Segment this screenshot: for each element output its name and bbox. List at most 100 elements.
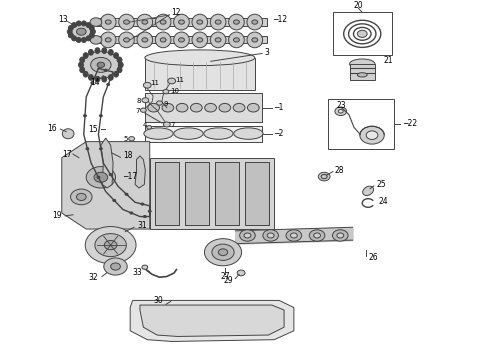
Circle shape bbox=[263, 230, 278, 241]
Ellipse shape bbox=[137, 32, 153, 48]
Ellipse shape bbox=[81, 21, 86, 26]
Circle shape bbox=[141, 203, 144, 205]
Circle shape bbox=[162, 103, 174, 112]
Circle shape bbox=[99, 115, 102, 117]
Ellipse shape bbox=[192, 32, 208, 48]
Circle shape bbox=[109, 174, 112, 176]
Circle shape bbox=[99, 148, 102, 150]
Text: ─17: ─17 bbox=[123, 172, 137, 181]
Ellipse shape bbox=[144, 128, 173, 139]
Circle shape bbox=[90, 36, 102, 44]
Circle shape bbox=[91, 82, 94, 84]
Ellipse shape bbox=[247, 14, 263, 30]
Bar bbox=[145, 126, 262, 141]
Circle shape bbox=[97, 176, 100, 178]
Bar bbox=[245, 162, 270, 225]
Ellipse shape bbox=[69, 26, 74, 31]
Ellipse shape bbox=[357, 73, 367, 77]
Text: 33: 33 bbox=[133, 268, 143, 277]
Ellipse shape bbox=[173, 14, 189, 30]
Ellipse shape bbox=[102, 76, 107, 82]
Ellipse shape bbox=[234, 128, 263, 139]
Bar bbox=[185, 162, 209, 225]
Circle shape bbox=[147, 126, 152, 129]
Text: 32: 32 bbox=[89, 273, 98, 282]
Ellipse shape bbox=[114, 53, 119, 58]
Text: 20: 20 bbox=[354, 1, 363, 10]
Text: 8: 8 bbox=[137, 98, 142, 104]
Text: 7: 7 bbox=[135, 108, 140, 114]
Polygon shape bbox=[140, 305, 284, 337]
Bar bbox=[150, 158, 274, 229]
Text: 13: 13 bbox=[58, 15, 68, 24]
Circle shape bbox=[163, 122, 170, 127]
Ellipse shape bbox=[137, 14, 153, 30]
Circle shape bbox=[144, 82, 151, 88]
Text: 5: 5 bbox=[123, 136, 128, 143]
Ellipse shape bbox=[83, 71, 88, 77]
Bar bbox=[349, 64, 375, 80]
Circle shape bbox=[148, 210, 151, 212]
Ellipse shape bbox=[155, 32, 171, 48]
Ellipse shape bbox=[210, 14, 226, 30]
Text: ─2: ─2 bbox=[274, 129, 284, 138]
Circle shape bbox=[95, 234, 126, 257]
Ellipse shape bbox=[72, 23, 76, 28]
Ellipse shape bbox=[100, 32, 116, 48]
Text: 19: 19 bbox=[52, 211, 62, 220]
Ellipse shape bbox=[123, 38, 129, 42]
Ellipse shape bbox=[123, 20, 129, 24]
Bar bbox=[145, 58, 255, 90]
Text: 23: 23 bbox=[337, 101, 346, 110]
Ellipse shape bbox=[108, 49, 113, 55]
Ellipse shape bbox=[174, 128, 203, 139]
Circle shape bbox=[97, 62, 104, 68]
Circle shape bbox=[267, 233, 274, 238]
Ellipse shape bbox=[229, 32, 245, 48]
Circle shape bbox=[338, 109, 343, 113]
Ellipse shape bbox=[89, 33, 94, 38]
Ellipse shape bbox=[247, 32, 263, 48]
Ellipse shape bbox=[86, 23, 91, 28]
Ellipse shape bbox=[86, 36, 91, 41]
Circle shape bbox=[104, 69, 107, 71]
Text: 24: 24 bbox=[379, 197, 389, 206]
Circle shape bbox=[76, 28, 86, 35]
Ellipse shape bbox=[76, 37, 81, 42]
Ellipse shape bbox=[119, 14, 134, 30]
Ellipse shape bbox=[252, 38, 258, 42]
Ellipse shape bbox=[105, 38, 111, 42]
Circle shape bbox=[144, 216, 147, 218]
Text: ─12: ─12 bbox=[273, 15, 288, 24]
Text: 9: 9 bbox=[164, 101, 169, 107]
Text: 11: 11 bbox=[150, 80, 159, 86]
Circle shape bbox=[240, 230, 255, 241]
Ellipse shape bbox=[173, 32, 189, 48]
Text: 10: 10 bbox=[170, 88, 179, 94]
Circle shape bbox=[71, 24, 92, 40]
Circle shape bbox=[247, 103, 259, 112]
Text: 30: 30 bbox=[153, 296, 163, 305]
Circle shape bbox=[286, 230, 302, 241]
Text: 26: 26 bbox=[368, 253, 378, 262]
Circle shape bbox=[163, 90, 169, 94]
Ellipse shape bbox=[114, 71, 119, 77]
Circle shape bbox=[142, 265, 148, 269]
Circle shape bbox=[244, 233, 251, 238]
Text: 31: 31 bbox=[138, 221, 147, 230]
Ellipse shape bbox=[234, 20, 240, 24]
Bar bbox=[333, 12, 392, 55]
Ellipse shape bbox=[155, 14, 171, 30]
Ellipse shape bbox=[78, 62, 83, 68]
Circle shape bbox=[335, 107, 346, 116]
Circle shape bbox=[76, 193, 86, 201]
Ellipse shape bbox=[363, 186, 373, 195]
Polygon shape bbox=[62, 141, 150, 229]
Polygon shape bbox=[130, 300, 294, 342]
Circle shape bbox=[204, 239, 242, 266]
Ellipse shape bbox=[62, 129, 74, 139]
Ellipse shape bbox=[204, 128, 233, 139]
Circle shape bbox=[141, 108, 147, 112]
Circle shape bbox=[142, 98, 149, 103]
Circle shape bbox=[219, 249, 228, 256]
